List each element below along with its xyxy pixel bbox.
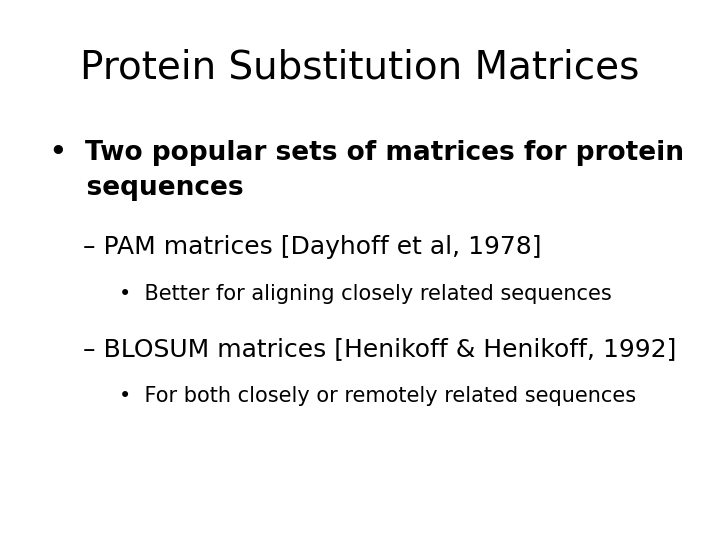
Text: •  Two popular sets of matrices for protein
    sequences: • Two popular sets of matrices for prote… <box>50 140 685 201</box>
Text: Protein Substitution Matrices: Protein Substitution Matrices <box>81 49 639 86</box>
Text: – BLOSUM matrices [Henikoff & Henikoff, 1992]: – BLOSUM matrices [Henikoff & Henikoff, … <box>83 338 676 361</box>
Text: – PAM matrices [Dayhoff et al, 1978]: – PAM matrices [Dayhoff et al, 1978] <box>83 235 541 259</box>
Text: •  For both closely or remotely related sequences: • For both closely or remotely related s… <box>119 386 636 406</box>
Text: •  Better for aligning closely related sequences: • Better for aligning closely related se… <box>119 284 611 303</box>
